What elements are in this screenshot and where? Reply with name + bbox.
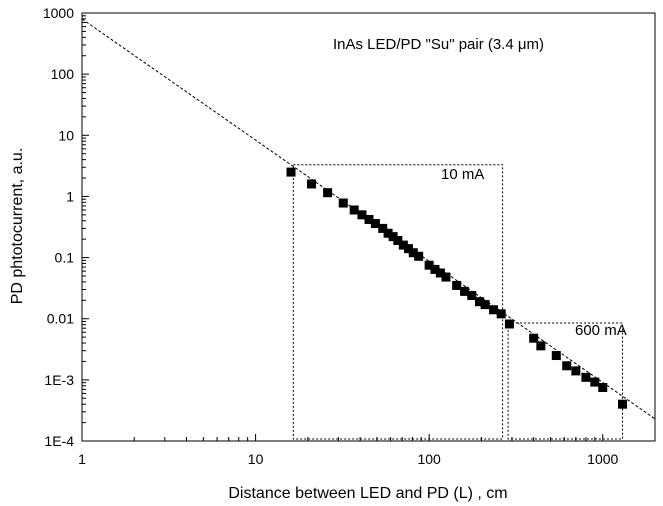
data-point	[414, 251, 424, 261]
data-point	[338, 198, 348, 208]
data-point	[383, 228, 393, 238]
data-point	[388, 232, 398, 242]
data-point	[357, 210, 367, 220]
box-10ma-label: 10 mA	[441, 166, 484, 183]
data-point	[562, 361, 572, 371]
y-tick-label: 1000	[43, 5, 74, 21]
data-point	[551, 351, 561, 361]
data-point	[349, 205, 359, 215]
data-point	[286, 167, 296, 177]
y-tick-label: 10	[58, 127, 74, 143]
y-tick-label: 100	[51, 66, 75, 82]
data-point	[598, 382, 608, 392]
x-tick-label: 1	[78, 451, 86, 467]
data-point	[536, 341, 546, 351]
data-point	[590, 377, 600, 387]
data-point	[496, 309, 506, 319]
y-tick-label: 1	[66, 188, 74, 204]
pair-label: InAs LED/PD "Su" pair (3.4 μm)	[333, 36, 544, 53]
y-tick-label: 1E-3	[44, 372, 74, 388]
data-point	[581, 372, 591, 382]
data-point	[307, 179, 317, 189]
x-tick-label: 1000	[587, 451, 618, 467]
y-tick-label: 0.01	[47, 311, 74, 327]
data-point	[441, 272, 451, 282]
plot-area	[81, 12, 656, 442]
annotation-boxes	[292, 164, 624, 440]
data-point	[618, 399, 628, 409]
x-axis: 1 10 100 1000	[78, 434, 656, 467]
data-point	[529, 333, 539, 343]
y-tick-label: 1E-4	[44, 433, 74, 449]
x-tick-label: 100	[417, 451, 441, 467]
x-axis-title: Distance between LED and PD (L) , cm	[228, 485, 507, 502]
data-points	[286, 167, 628, 409]
data-point	[571, 366, 581, 376]
data-point	[489, 305, 499, 315]
data-point	[393, 236, 403, 246]
data-point	[408, 248, 418, 258]
x-tick-label: 10	[248, 451, 264, 467]
plot-frame	[81, 12, 656, 442]
data-point	[430, 264, 440, 274]
data-point	[403, 244, 413, 254]
data-point	[467, 290, 477, 300]
data-point	[475, 297, 485, 307]
annotation-box	[507, 322, 624, 440]
data-point	[364, 214, 374, 224]
data-point	[378, 223, 388, 233]
data-point	[452, 280, 462, 290]
data-point	[435, 268, 445, 278]
data-point	[424, 260, 434, 270]
data-point	[480, 300, 490, 310]
data-point	[323, 188, 333, 198]
data-point	[370, 219, 380, 229]
data-point	[398, 240, 408, 250]
annotation-box	[292, 164, 504, 440]
y-tick-label: 0.1	[55, 250, 75, 266]
box-600ma-label: 600 mA	[575, 322, 627, 339]
y-axis: 1000 100 10 1 0.1 0.01 1E-3 1E-4	[43, 5, 89, 449]
data-point	[504, 319, 514, 329]
data-point	[460, 286, 470, 296]
y-axis-title: PD phtotocurrent, a.u.	[9, 148, 26, 305]
